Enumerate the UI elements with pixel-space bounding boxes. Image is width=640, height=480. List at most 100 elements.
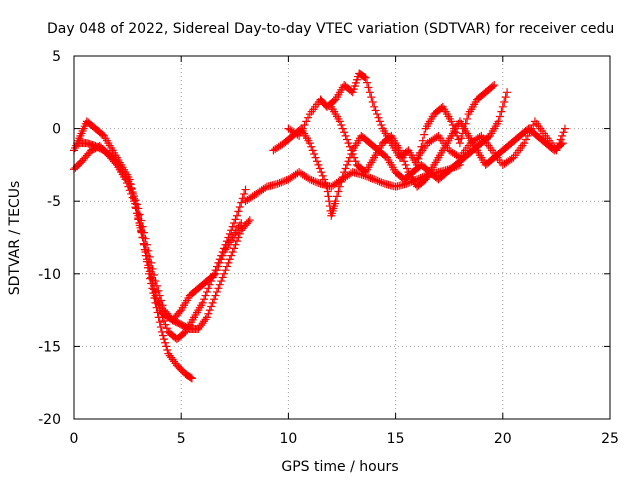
data-point: [488, 82, 497, 91]
data-point: [128, 188, 137, 197]
data-point: [138, 233, 147, 242]
chart-title: Day 048 of 2022, Sidereal Day-to-day VTE…: [47, 21, 614, 37]
axis-ticks: [73, 55, 611, 420]
data-point: [321, 179, 330, 188]
series-track-8: [327, 102, 567, 191]
data-point: [237, 198, 246, 207]
x-tick-label: 25: [601, 431, 619, 447]
data-point: [495, 112, 504, 121]
data-point: [318, 171, 327, 180]
x-tick-label: 5: [177, 431, 186, 447]
data-point: [490, 81, 499, 90]
y-tick-label: -10: [38, 267, 61, 283]
data-point: [368, 174, 377, 183]
data-point: [240, 189, 249, 198]
data-point: [348, 150, 357, 159]
series-track-2: [70, 142, 250, 344]
data-point: [395, 146, 404, 155]
data-point: [295, 131, 304, 140]
data-point: [334, 187, 343, 196]
data-point: [553, 142, 562, 151]
data-point: [218, 273, 227, 282]
data-point: [368, 97, 377, 106]
data-point: [228, 222, 237, 231]
data-point: [347, 146, 356, 155]
data-point: [560, 124, 569, 133]
data-points: [70, 69, 569, 383]
data-point: [455, 139, 464, 148]
data-point: [132, 200, 141, 209]
data-point: [375, 117, 384, 126]
data-point: [135, 218, 144, 227]
y-tick-label: -20: [38, 412, 61, 428]
data-point: [145, 267, 154, 276]
data-point: [204, 309, 213, 318]
data-point: [498, 102, 507, 111]
data-point: [261, 183, 270, 192]
data-point: [374, 113, 383, 122]
data-point: [397, 150, 406, 159]
data-point: [175, 307, 184, 316]
y-axis-label: SDTVAR / TECUs: [7, 181, 23, 296]
data-point: [234, 233, 243, 242]
data-point: [244, 217, 253, 226]
data-point: [141, 248, 150, 257]
data-point: [343, 135, 352, 144]
data-point: [520, 139, 529, 148]
data-point: [373, 110, 382, 119]
series-track-9: [413, 117, 569, 169]
data-point: [201, 315, 210, 324]
data-point: [221, 266, 230, 275]
data-point: [420, 130, 429, 139]
data-point: [364, 83, 373, 92]
data-point: [302, 117, 311, 126]
data-point: [363, 172, 372, 181]
data-point: [187, 374, 196, 383]
y-tick-label: -5: [47, 194, 61, 210]
data-point: [308, 146, 317, 155]
data-point: [201, 291, 210, 300]
data-point: [160, 335, 169, 344]
data-point: [215, 258, 224, 267]
data-point: [323, 187, 332, 196]
data-point: [202, 313, 211, 322]
data-point: [377, 120, 386, 129]
data-point: [222, 262, 231, 271]
data-point: [217, 255, 226, 264]
data-point: [273, 179, 282, 188]
data-point: [212, 287, 221, 296]
y-tick-label: 5: [52, 49, 61, 65]
data-point: [463, 114, 472, 123]
data-point: [134, 211, 143, 220]
data-point: [360, 73, 369, 82]
data-point: [186, 373, 195, 382]
data-point: [525, 128, 534, 137]
x-tick-label: 15: [387, 431, 405, 447]
data-point: [161, 320, 170, 329]
data-point: [344, 139, 353, 148]
data-point: [207, 302, 216, 311]
data-point: [158, 331, 167, 340]
data-point: [558, 131, 567, 140]
data-point: [150, 285, 159, 294]
data-point: [163, 346, 172, 355]
data-point: [115, 163, 124, 172]
data-point: [130, 192, 139, 201]
data-point: [555, 139, 564, 148]
data-point: [401, 160, 410, 169]
data-point: [337, 120, 346, 129]
y-tick-label: -15: [38, 339, 61, 355]
data-point: [527, 124, 536, 133]
data-point: [231, 240, 240, 249]
data-point: [307, 176, 316, 185]
data-point: [156, 323, 165, 332]
data-point: [279, 177, 288, 186]
data-point: [457, 134, 466, 143]
x-axis-label: GPS time / hours: [281, 459, 398, 475]
data-point: [310, 150, 319, 159]
data-point: [350, 153, 359, 162]
data-point: [311, 153, 320, 162]
data-point: [332, 192, 341, 201]
grid: [74, 56, 610, 419]
data-point: [210, 271, 219, 280]
